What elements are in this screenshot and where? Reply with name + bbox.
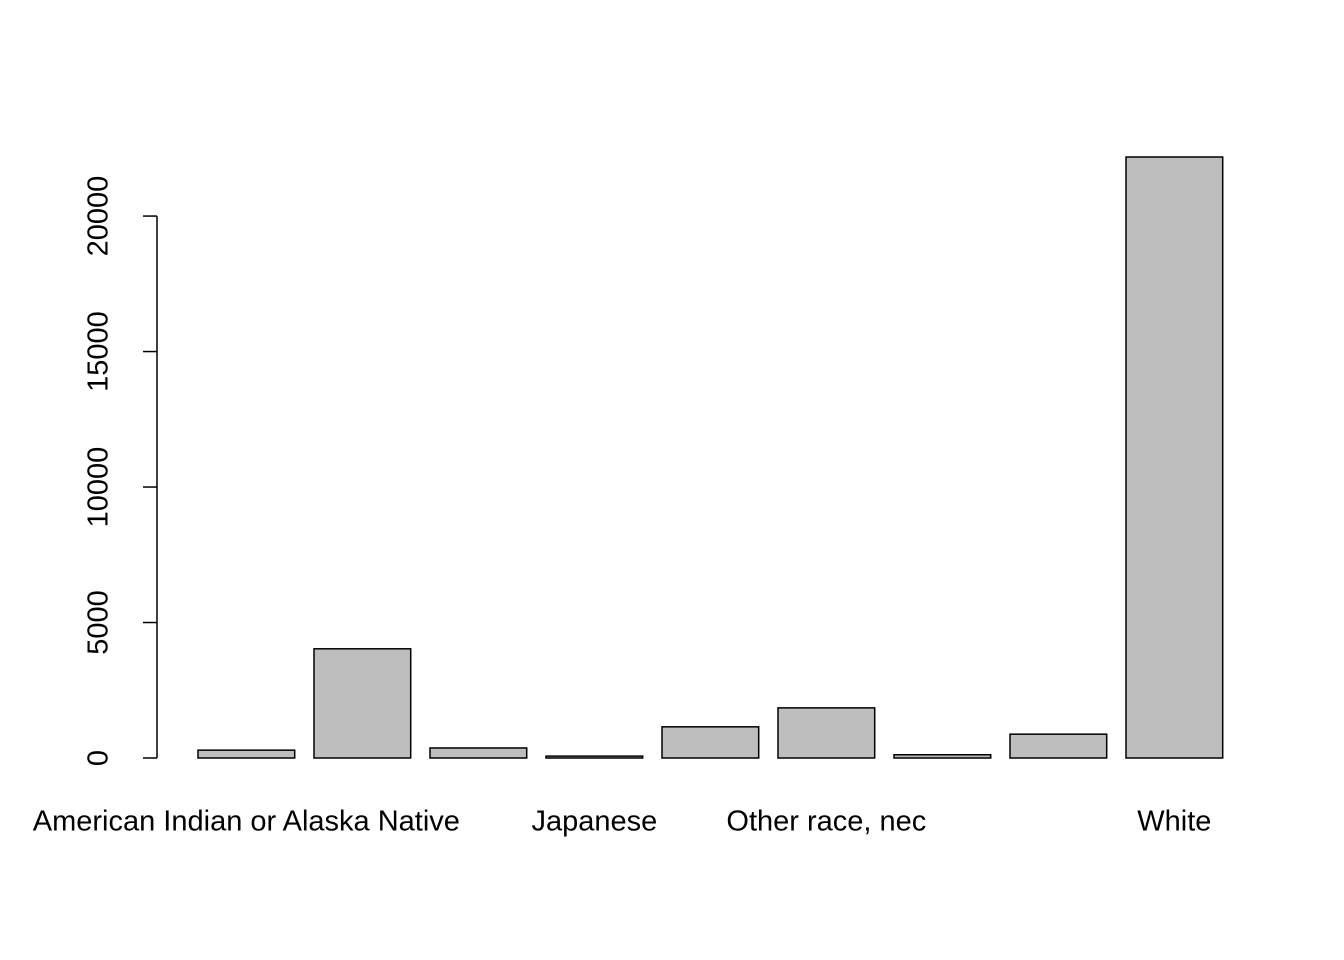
y-tick-label: 15000	[83, 311, 115, 392]
x-tick-label: White	[1137, 806, 1211, 838]
x-tick-label: Japanese	[531, 806, 657, 838]
x-tick-label: Other race, nec	[726, 806, 926, 838]
bar	[661, 726, 760, 759]
bar	[893, 753, 992, 759]
y-tick-label: 20000	[83, 176, 115, 257]
bar	[545, 755, 644, 759]
bar	[313, 648, 412, 759]
bar	[1009, 733, 1108, 759]
y-tick-label: 5000	[83, 590, 115, 655]
bar	[429, 747, 528, 759]
bar	[777, 707, 876, 759]
x-tick-label: American Indian or Alaska Native	[33, 806, 460, 838]
y-tick-label: 10000	[83, 447, 115, 528]
y-tick-label: 0	[83, 750, 115, 766]
bar	[1125, 156, 1224, 759]
bar	[197, 749, 296, 759]
